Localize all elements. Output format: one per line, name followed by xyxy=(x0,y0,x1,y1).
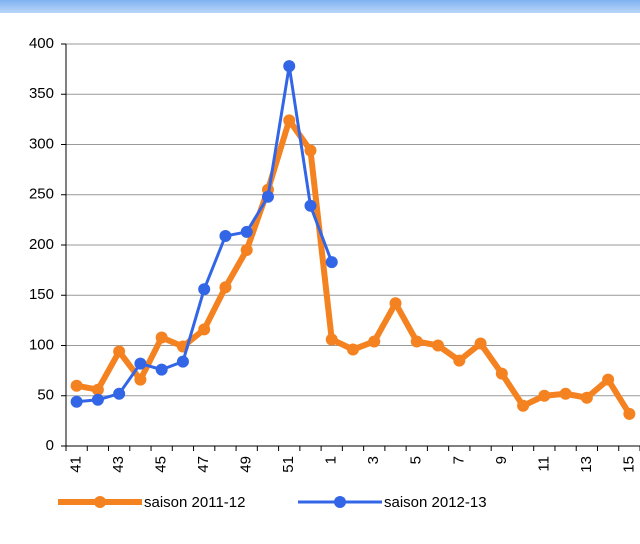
legend-label: saison 2012-13 xyxy=(384,494,487,511)
y-tick-label: 100 xyxy=(29,336,54,353)
data-point xyxy=(559,387,572,400)
x-tick-label: 13 xyxy=(578,456,595,473)
data-point xyxy=(347,343,359,356)
y-tick-label: 350 xyxy=(29,85,54,102)
x-tick-label: 3 xyxy=(365,456,382,464)
y-tick-label: 400 xyxy=(29,35,54,52)
data-point xyxy=(113,345,126,358)
data-point xyxy=(70,379,83,392)
data-point xyxy=(240,244,253,257)
legend-label: saison 2011-12 xyxy=(144,494,245,511)
header-bar xyxy=(0,0,640,13)
y-tick-label: 0 xyxy=(46,437,54,454)
data-point xyxy=(517,399,530,412)
data-point xyxy=(91,393,104,406)
y-tick-label: 300 xyxy=(29,135,54,152)
data-point xyxy=(70,395,83,408)
data-point xyxy=(453,354,466,367)
data-point xyxy=(474,337,487,350)
data-point xyxy=(155,363,168,376)
x-tick-label: 1 xyxy=(323,456,340,464)
data-point xyxy=(389,297,402,310)
data-point xyxy=(198,283,211,296)
y-tick-label: 250 xyxy=(29,186,54,203)
x-tick-label: 5 xyxy=(408,456,425,464)
y-tick-label: 200 xyxy=(29,236,54,253)
data-point xyxy=(410,335,423,348)
legend-marker xyxy=(334,496,346,508)
data-point xyxy=(325,256,338,269)
data-point xyxy=(495,367,508,380)
data-point xyxy=(580,391,593,404)
x-tick-label: 7 xyxy=(450,456,467,464)
x-tick-label: 45 xyxy=(153,456,170,473)
legend-marker xyxy=(94,496,106,508)
data-point xyxy=(240,225,253,238)
data-point xyxy=(602,373,615,386)
x-tick-label: 43 xyxy=(110,456,127,473)
x-tick-label: 49 xyxy=(238,456,255,473)
data-point xyxy=(113,387,126,400)
data-point xyxy=(219,229,232,242)
x-tick-label: 11 xyxy=(535,456,552,472)
data-point xyxy=(134,357,147,370)
y-tick-label: 50 xyxy=(37,387,54,404)
x-tick-label: 9 xyxy=(493,456,510,464)
x-tick-label: 51 xyxy=(280,456,297,473)
data-point xyxy=(91,383,104,396)
data-point xyxy=(176,355,189,368)
data-point xyxy=(198,323,211,336)
data-point xyxy=(325,333,338,346)
y-tick-label: 150 xyxy=(29,286,54,303)
x-tick-label: 15 xyxy=(620,456,637,473)
data-point xyxy=(261,190,274,203)
data-point xyxy=(368,335,381,348)
data-point xyxy=(155,331,168,344)
data-point xyxy=(432,339,445,352)
data-point xyxy=(304,199,317,212)
data-point xyxy=(283,60,296,73)
data-point xyxy=(134,373,147,386)
data-point xyxy=(304,144,317,157)
x-tick-label: 47 xyxy=(195,456,212,473)
x-tick-label: 41 xyxy=(68,456,85,473)
data-point xyxy=(623,407,636,420)
data-point xyxy=(283,114,296,127)
data-point xyxy=(538,389,551,402)
data-point xyxy=(219,281,232,294)
